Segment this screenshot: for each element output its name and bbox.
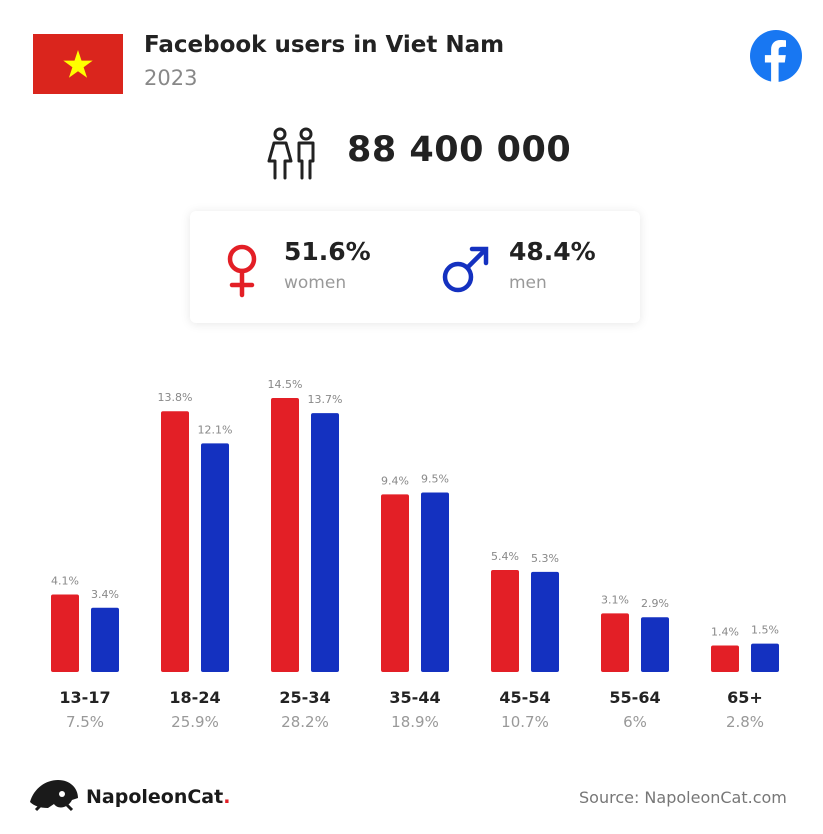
data-label-women-55-64: 3.1% bbox=[601, 593, 629, 606]
age-group-share-18-24: 25.9% bbox=[171, 713, 219, 731]
bar-women-25-34 bbox=[271, 398, 299, 672]
bar-men-18-24 bbox=[201, 443, 229, 672]
data-label-women-25-34: 14.5% bbox=[268, 378, 303, 391]
data-label-men-35-44: 9.5% bbox=[421, 472, 449, 485]
bar-women-18-24 bbox=[161, 411, 189, 672]
data-label-men-55-64: 2.9% bbox=[641, 597, 669, 610]
women-label: women bbox=[284, 273, 347, 293]
bar-men-65+ bbox=[751, 643, 779, 672]
flag-star-icon bbox=[63, 50, 93, 78]
age-group-label-45-54: 45-54 bbox=[499, 688, 550, 707]
data-label-women-13-17: 4.1% bbox=[51, 575, 79, 588]
data-label-men-18-24: 12.1% bbox=[198, 423, 233, 436]
data-label-women-65+: 1.4% bbox=[711, 626, 739, 639]
age-group-label-35-44: 35-44 bbox=[389, 688, 440, 707]
facebook-icon bbox=[750, 30, 802, 82]
age-group-label-65+: 65+ bbox=[727, 688, 763, 707]
age-group-label-18-24: 18-24 bbox=[169, 688, 220, 707]
age-group-share-65+: 2.8% bbox=[726, 713, 764, 731]
bar-men-35-44 bbox=[421, 492, 449, 672]
age-group-share-35-44: 18.9% bbox=[391, 713, 439, 731]
brand-dot: . bbox=[223, 786, 231, 808]
age-group-label-25-34: 25-34 bbox=[279, 688, 330, 707]
age-group-share-55-64: 6% bbox=[623, 713, 647, 731]
bar-women-13-17 bbox=[51, 594, 79, 672]
age-gender-bar-chart: 4.1% 3.4% 13-17 7.5% 13.8% 12.1% 18-24 25.9% 14.… bbox=[51, 378, 779, 731]
data-label-men-13-17: 3.4% bbox=[91, 588, 119, 601]
napoleoncat-brand: NapoleonCat. bbox=[86, 786, 230, 808]
bar-women-35-44 bbox=[381, 494, 409, 672]
bar-women-55-64 bbox=[601, 613, 629, 672]
bar-women-65+ bbox=[711, 645, 739, 672]
men-label: men bbox=[509, 273, 547, 293]
people-icon bbox=[267, 127, 315, 180]
age-group-share-45-54: 10.7% bbox=[501, 713, 549, 731]
bar-men-55-64 bbox=[641, 617, 669, 672]
age-group-label-13-17: 13-17 bbox=[59, 688, 110, 707]
data-label-women-45-54: 5.4% bbox=[491, 550, 519, 563]
napoleoncat-logo-icon bbox=[30, 780, 78, 812]
data-label-men-65+: 1.5% bbox=[751, 624, 779, 637]
women-percent: 51.6% bbox=[284, 237, 371, 266]
page-title: Facebook users in Viet Nam bbox=[144, 32, 505, 58]
bar-men-45-54 bbox=[531, 571, 559, 672]
total-users: 88 400 000 bbox=[347, 130, 572, 170]
vietnam-flag bbox=[33, 34, 123, 94]
age-group-label-55-64: 55-64 bbox=[609, 688, 660, 707]
age-group-share-13-17: 7.5% bbox=[66, 713, 104, 731]
source-credit: Source: NapoleonCat.com bbox=[579, 788, 787, 807]
bar-women-45-54 bbox=[491, 569, 519, 672]
male-symbol-icon bbox=[442, 246, 489, 293]
page-year: 2023 bbox=[144, 66, 198, 90]
data-label-men-45-54: 5.3% bbox=[531, 552, 559, 565]
bar-men-13-17 bbox=[91, 607, 119, 672]
female-symbol-icon bbox=[227, 244, 257, 298]
gender-split-card: 51.6% women 48.4% men bbox=[190, 211, 640, 323]
data-label-women-18-24: 13.8% bbox=[158, 391, 193, 404]
data-label-men-25-34: 13.7% bbox=[308, 393, 343, 406]
data-label-women-35-44: 9.4% bbox=[381, 474, 409, 487]
age-group-share-25-34: 28.2% bbox=[281, 713, 329, 731]
men-percent: 48.4% bbox=[509, 237, 596, 266]
bar-men-25-34 bbox=[311, 413, 339, 672]
brand-name: NapoleonCat bbox=[86, 786, 224, 808]
